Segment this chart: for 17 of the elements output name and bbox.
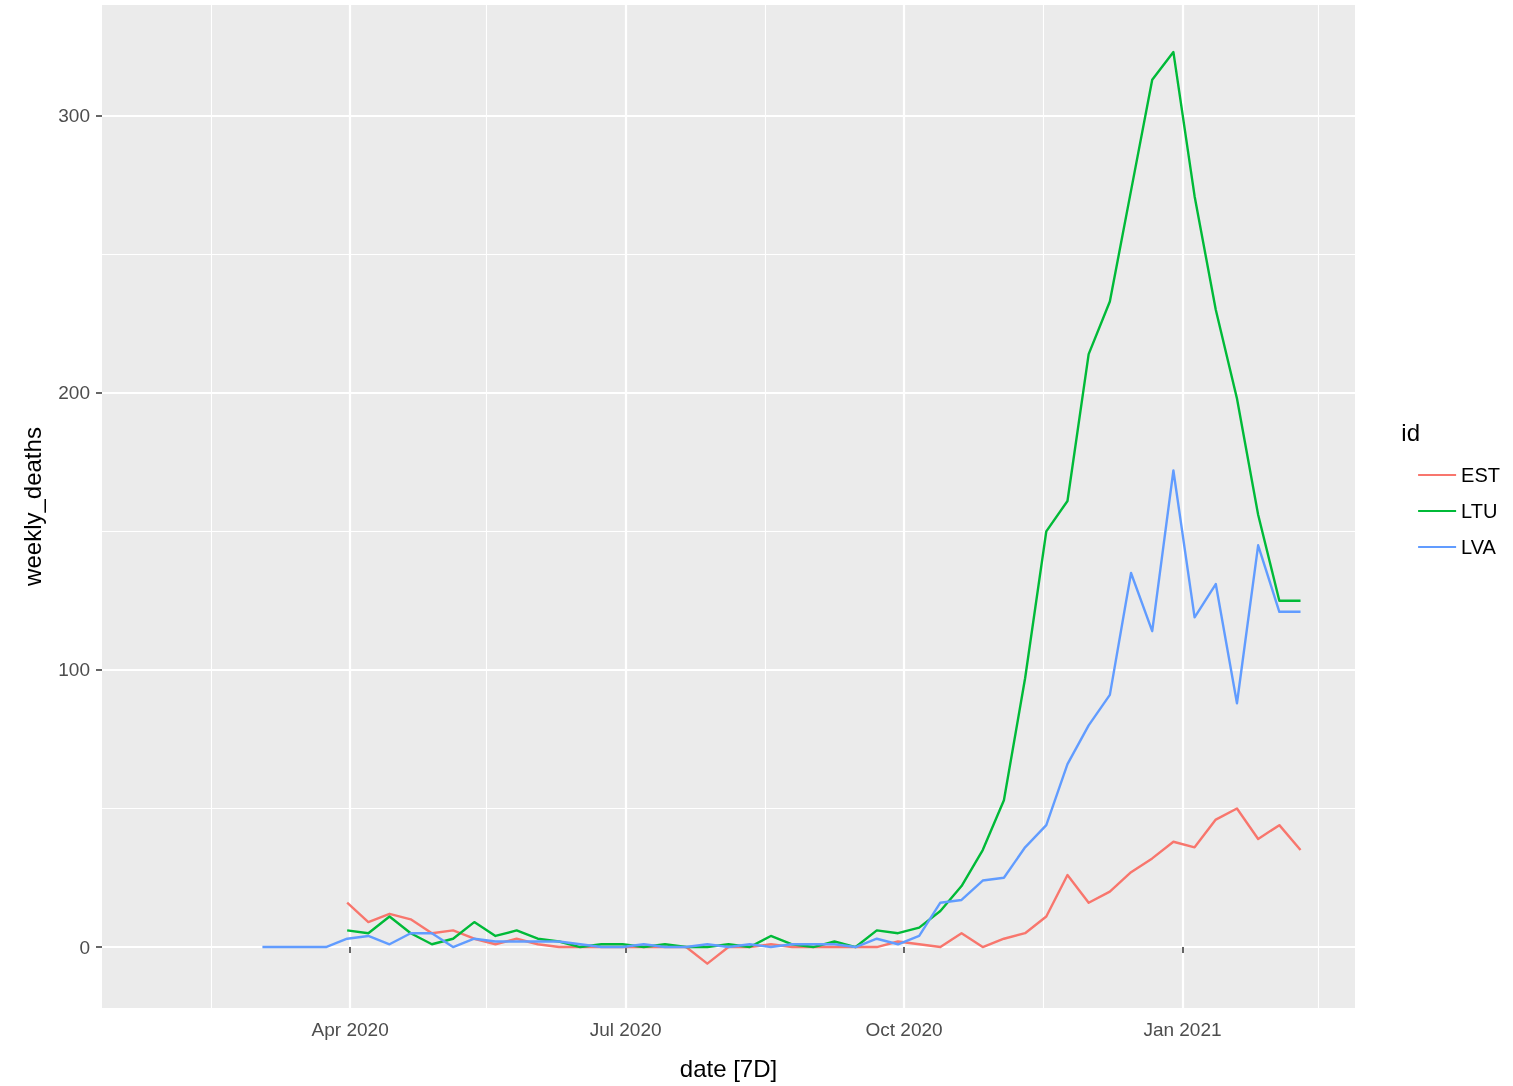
legend-label: LTU — [1461, 500, 1498, 522]
x-axis-title: date [7D] — [679, 1054, 778, 1082]
legend-label: LVA — [1461, 536, 1497, 558]
line-series — [345, 50, 1302, 949]
x-tick-label: Jul 2020 — [589, 1019, 662, 1040]
y-tick-label: 300 — [58, 105, 90, 127]
x-tick-label: Jan 2021 — [1143, 1019, 1222, 1040]
x-tick-label: Apr 2020 — [311, 1019, 389, 1040]
line-series — [261, 469, 1302, 949]
legend-label: EST — [1461, 464, 1501, 486]
y-tick-label: 100 — [58, 659, 90, 681]
y-tick-label: 0 — [79, 936, 90, 958]
x-tick-label: Oct 2020 — [865, 1019, 943, 1040]
y-axis-title: weekly_deaths — [18, 427, 46, 587]
y-tick-label: 200 — [58, 382, 90, 404]
legend-title: id — [1401, 418, 1421, 446]
line-series — [345, 807, 1302, 965]
